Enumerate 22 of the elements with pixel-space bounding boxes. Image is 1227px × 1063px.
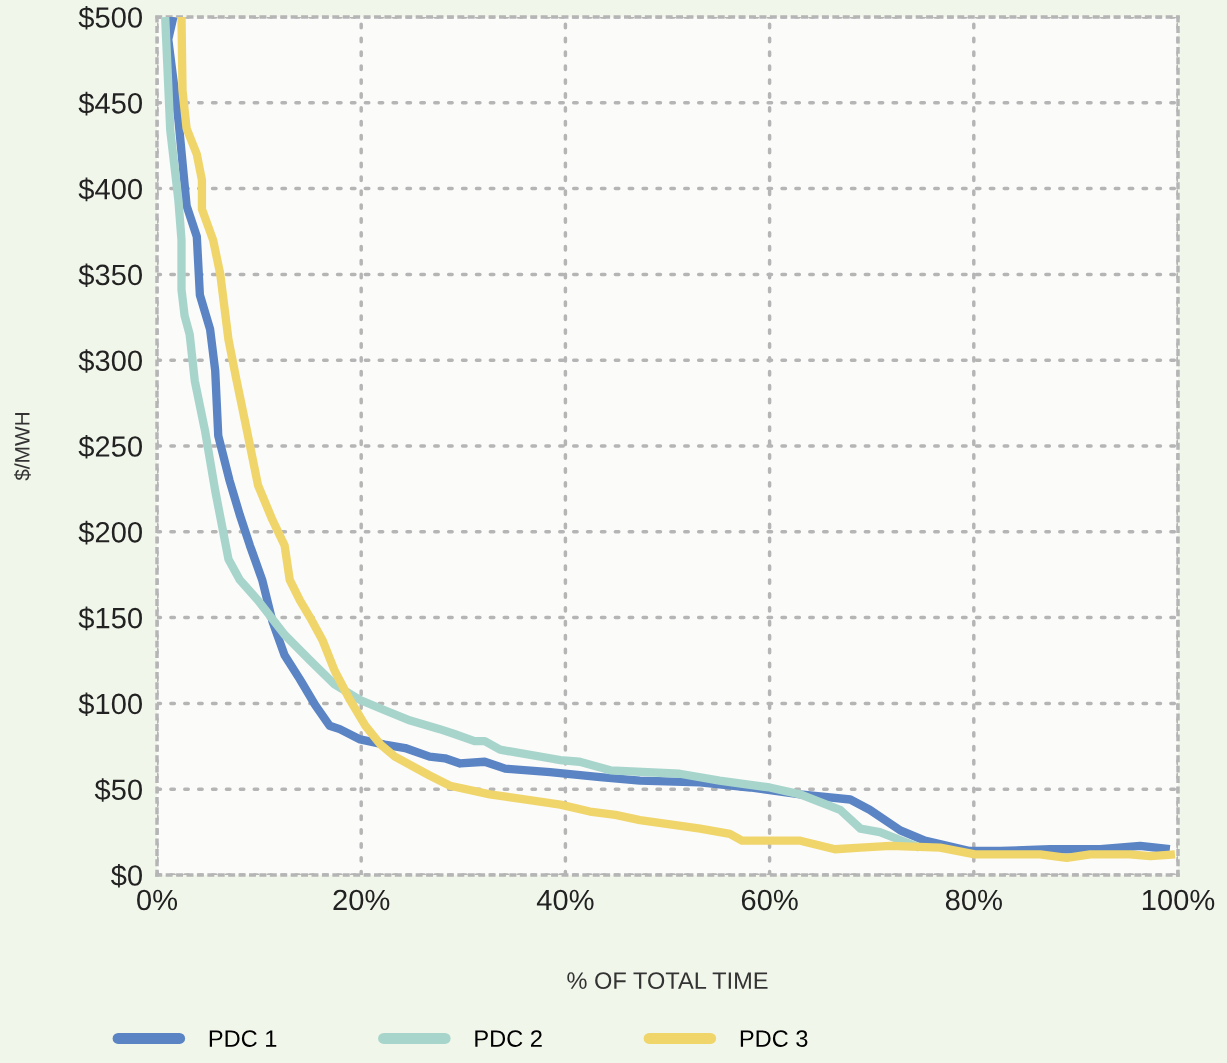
- y-tick-label: $200: [78, 520, 142, 545]
- y-tick-label: $350: [78, 263, 142, 287]
- y-tick-label: $150: [78, 606, 142, 631]
- legend-label: PDC 1: [209, 1030, 277, 1047]
- y-tick-label: $500: [78, 5, 142, 30]
- y-tick-label: $50: [94, 778, 142, 802]
- x-tick-label: 80%: [945, 889, 1002, 911]
- y-tick-label: $400: [78, 177, 142, 202]
- x-tick-label: 20%: [333, 889, 390, 911]
- y-tick-label: $0: [110, 863, 142, 888]
- x-tick-label: 60%: [741, 889, 798, 911]
- y-axis-title: $/MWH: [14, 412, 31, 481]
- y-tick-label: $450: [78, 91, 142, 116]
- y-tick-label: $100: [78, 692, 142, 716]
- x-tick-label: 100%: [1142, 889, 1215, 911]
- legend-label: PDC 2: [475, 1030, 542, 1047]
- legend-label: PDC 3: [740, 1030, 808, 1047]
- y-tick-label: $300: [78, 349, 142, 373]
- y-tick-label: $250: [78, 434, 142, 459]
- x-tick-label: 40%: [536, 889, 594, 911]
- x-tick-label: 0%: [137, 889, 178, 911]
- x-axis-title: % OF TOTAL TIME: [567, 972, 768, 989]
